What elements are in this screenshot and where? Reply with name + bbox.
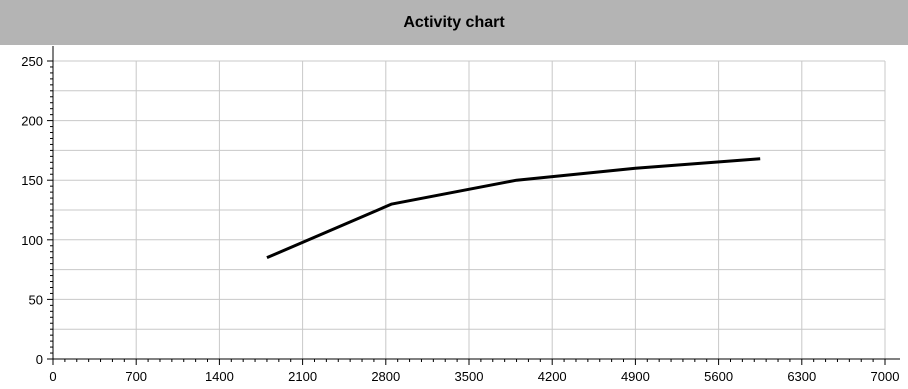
- y-tick-label: 0: [36, 352, 43, 367]
- series-line: [266, 157, 761, 260]
- x-tick-label: 4900: [621, 369, 650, 384]
- tick-labels: 0 50 100 150 200 250 0 700 1400 2100 2800 3500 4200 4…: [21, 54, 899, 384]
- chart-title: Activity chart: [403, 13, 505, 31]
- y-tick-label: 250: [21, 54, 43, 69]
- x-tick-label: 1400: [205, 369, 234, 384]
- x-tick-label: 2100: [288, 369, 317, 384]
- x-tick-label: 7000: [871, 369, 900, 384]
- y-tick-label: 50: [29, 292, 43, 307]
- x-tick-label: 3500: [455, 369, 484, 384]
- axes: [52, 46, 900, 360]
- x-tick-label: 700: [125, 369, 147, 384]
- ticks: [47, 60, 886, 365]
- x-tick-label: 2800: [371, 369, 400, 384]
- chart-title-bar: Activity chart: [0, 0, 908, 45]
- y-tick-label: 150: [21, 173, 43, 188]
- series-group: [266, 157, 761, 260]
- x-tick-label: 5600: [704, 369, 733, 384]
- x-tick-label: 4200: [538, 369, 567, 384]
- y-tick-label: 100: [21, 233, 43, 248]
- x-tick-label: 0: [49, 369, 56, 384]
- x-tick-label: 6300: [787, 369, 816, 384]
- y-tick-label: 200: [21, 114, 43, 129]
- grid: [53, 60, 886, 359]
